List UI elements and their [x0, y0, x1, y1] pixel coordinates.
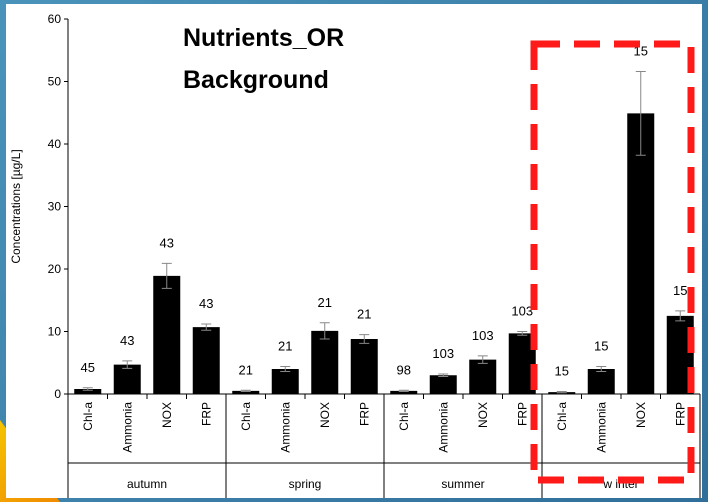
- bar: [390, 390, 418, 394]
- category-label: FRP: [673, 402, 687, 426]
- data-label: 15: [673, 283, 687, 298]
- y-tick-label: 20: [48, 262, 62, 276]
- bar: [627, 113, 655, 394]
- data-label: 103: [432, 346, 454, 361]
- data-label: 21: [239, 362, 253, 377]
- data-label: 45: [81, 360, 95, 375]
- category-label: FRP: [515, 402, 529, 426]
- category-label: Ammonia: [120, 402, 134, 453]
- category-label: Chl-a: [81, 402, 95, 431]
- bar: [192, 327, 220, 394]
- y-tick-label: 30: [48, 200, 62, 214]
- data-label: 43: [160, 235, 174, 250]
- data-label: 21: [318, 295, 332, 310]
- chart-panel: 0 10 20 30 40 50 60 Concentrations [µg/L] 45 Chl-…: [6, 4, 702, 498]
- data-label: 43: [199, 296, 213, 311]
- category-label: Chl-a: [397, 402, 411, 431]
- y-tick-label: 50: [48, 75, 62, 89]
- chart-title-line-2: Background: [183, 66, 329, 94]
- category-label: NOX: [160, 402, 174, 428]
- data-label: 43: [120, 333, 134, 348]
- category-label: NOX: [318, 402, 332, 428]
- category-label: Chl-a: [555, 402, 569, 431]
- group-label: spring: [289, 477, 322, 491]
- data-label: 98: [397, 362, 411, 377]
- bar: [113, 364, 141, 394]
- group-label: autumn: [127, 477, 167, 491]
- data-label: 15: [594, 339, 608, 354]
- bar: [350, 339, 378, 394]
- data-label: 15: [555, 364, 569, 379]
- bar: [469, 359, 497, 394]
- category-label: NOX: [476, 402, 490, 428]
- bar: [311, 330, 339, 394]
- y-tick-label: 60: [48, 12, 62, 26]
- highlight-box: [530, 40, 695, 484]
- category-label: Ammonia: [436, 402, 450, 453]
- y-tick-label: 40: [48, 137, 62, 151]
- bar: [153, 275, 181, 394]
- bar: [587, 369, 615, 394]
- data-label: 21: [278, 339, 292, 354]
- y-tick-label: 10: [48, 325, 62, 339]
- category-label: FRP: [199, 402, 213, 426]
- bar-chart: 0 10 20 30 40 50 60 Concentrations [µg/L] 45 Chl-…: [9, 12, 701, 498]
- category-label: Ammonia: [278, 402, 292, 453]
- bar: [271, 369, 299, 394]
- category-label: NOX: [634, 402, 648, 428]
- bar: [74, 389, 102, 394]
- data-label: 21: [357, 307, 371, 322]
- data-label: 103: [472, 328, 494, 343]
- category-label: Ammonia: [594, 402, 608, 453]
- bar: [232, 390, 260, 394]
- y-axis-label: Concentrations [µg/L]: [9, 149, 23, 263]
- y-tick-label: 0: [54, 387, 61, 401]
- data-label: 103: [511, 304, 533, 319]
- group-label: summer: [441, 477, 484, 491]
- chart-title-line-1: Nutrients_OR: [183, 24, 345, 52]
- bar: [429, 375, 457, 394]
- category-label: FRP: [357, 402, 371, 426]
- category-label: Chl-a: [239, 402, 253, 431]
